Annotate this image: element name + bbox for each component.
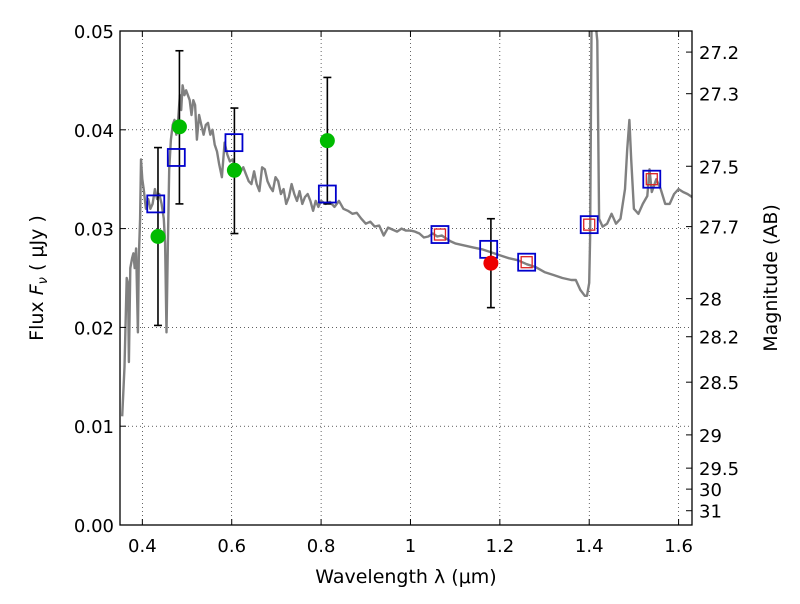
x-tick-label: 1 [405, 536, 416, 557]
green-data-point [319, 133, 335, 149]
spectrum-layer [121, 31, 692, 417]
model-square-marker [166, 148, 186, 167]
model-square-marker [317, 184, 337, 204]
y-axis-label: Flux Fν ( μJy ) [26, 215, 51, 341]
mag-tick-label: 28.5 [699, 373, 739, 394]
y-tick-label: 0.03 [74, 220, 114, 241]
plot-frame [119, 30, 693, 526]
y-axis-label-symbol: F [26, 283, 48, 295]
red-data-point [483, 255, 499, 271]
x-axis-label: Wavelength λ (μm) [315, 566, 496, 588]
green-data-point [226, 162, 242, 178]
model-square-marker [146, 194, 166, 214]
mag-tick-label: 27.2 [699, 43, 739, 64]
mag-tick-label: 27.5 [699, 157, 739, 178]
mag-tick-label: 28.2 [699, 328, 739, 349]
grid [120, 30, 692, 526]
x-tick-label: 0.4 [128, 536, 157, 557]
green-data-point [171, 119, 187, 135]
mag-tick-label: 30 [699, 480, 722, 501]
mag-tick-label: 29.5 [699, 459, 739, 480]
tick-layer: 0.4 0.6 0.8 1 1.2 1.4 1.6 0.00 0.01 0.02 0.03 0.04 0… [74, 22, 739, 557]
mag-tick-label: 28 [699, 290, 722, 311]
x-tick-label: 1.4 [575, 536, 604, 557]
model-square-marker [517, 252, 537, 272]
y-axis-label-suffix: ( μJy ) [26, 215, 48, 277]
mag-tick-label: 29 [699, 426, 722, 447]
marker-layer [146, 119, 662, 272]
y-axis-label-prefix: Flux [26, 295, 48, 341]
y-tick-label: 0.04 [74, 121, 114, 142]
red-square-marker [520, 256, 533, 269]
spectrum-line [121, 31, 692, 417]
y-axis-label-subscript: ν [36, 277, 51, 284]
y2-axis-label: Magnitude (AB) [760, 204, 782, 352]
x-tick-label: 0.6 [217, 536, 246, 557]
x-tick-label: 0.8 [307, 536, 336, 557]
model-square-marker [579, 215, 599, 235]
mag-tick-label: 27.3 [699, 85, 739, 106]
y-tick-label: 0.00 [74, 516, 114, 537]
y-tick-label: 0.01 [74, 417, 114, 438]
model-square-marker [430, 225, 450, 244]
green-data-point [150, 229, 166, 245]
errorbar-layer [153, 49, 495, 327]
model-square-marker [642, 169, 662, 189]
x-tick-label: 1.2 [486, 536, 515, 557]
red-square-marker [583, 218, 596, 231]
red-square-marker [645, 173, 658, 186]
y-tick-label: 0.02 [74, 318, 114, 339]
mag-tick-label: 27.7 [699, 218, 739, 239]
x-tick-label: 1.6 [664, 536, 693, 557]
mag-tick-label: 31 [699, 502, 722, 523]
red-square-marker [433, 228, 447, 241]
model-square-marker [224, 133, 244, 153]
y-tick-label: 0.05 [74, 22, 114, 43]
